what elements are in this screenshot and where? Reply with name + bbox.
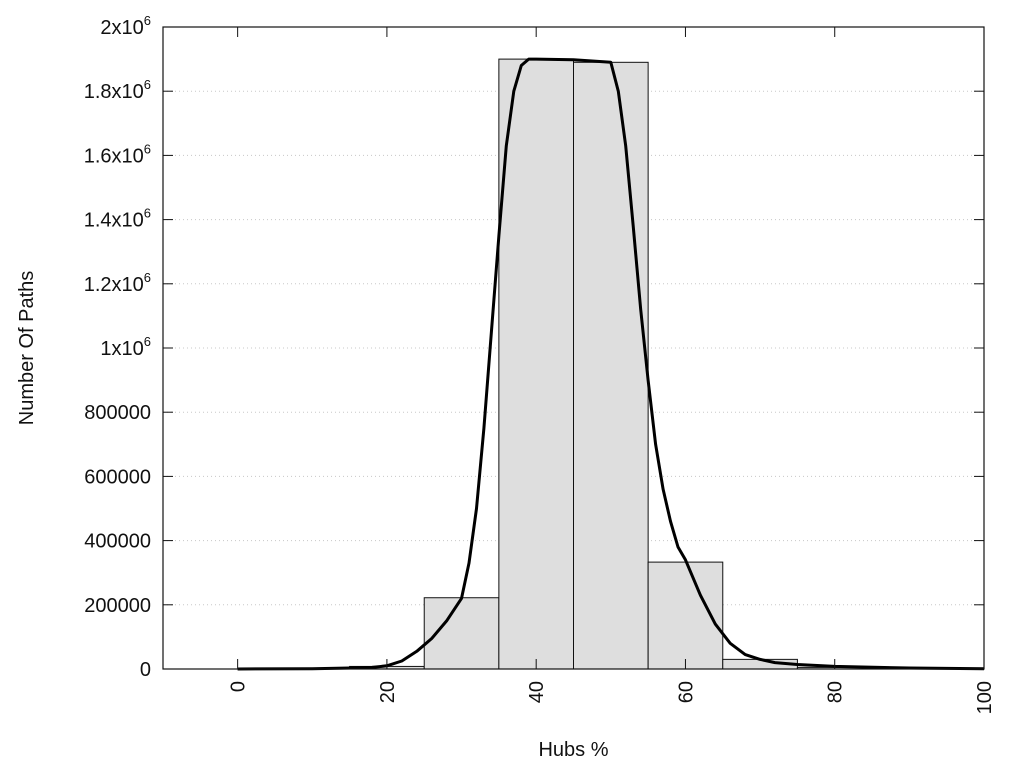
y-tick-label: 1.6x106	[84, 141, 151, 167]
x-tick-label: 100	[974, 681, 996, 714]
y-tick-label: 200000	[84, 595, 151, 617]
x-tick-label: 80	[825, 681, 847, 703]
y-tick-label: 1x106	[100, 334, 151, 360]
histogram-bar	[573, 61, 649, 670]
y-tick-label: 1.8x106	[84, 77, 151, 103]
histogram-bar	[498, 58, 575, 670]
y-tick-label: 2x106	[100, 13, 151, 39]
grid-lines	[163, 90, 984, 606]
axis-ticks	[163, 26, 985, 670]
y-tick-label: 1.2x106	[84, 270, 151, 296]
y-tick-label: 600000	[84, 466, 151, 488]
fit-curve-line	[237, 57, 985, 671]
x-tick-label: 20	[377, 681, 399, 703]
x-tick-label: 0	[228, 681, 250, 692]
histogram-bars	[349, 58, 873, 670]
y-tick-label: 0	[140, 659, 151, 681]
y-tick-labels: 0 200000 400000 600000 800000 1x106 1.2x106 1.4…	[84, 13, 151, 681]
x-axis-label: Hubs %	[538, 739, 608, 761]
x-tick-label: 60	[675, 681, 697, 703]
y-tick-label: 800000	[84, 402, 151, 424]
y-axis-label: Number Of Paths	[16, 271, 38, 426]
y-tick-label: 400000	[84, 531, 151, 553]
y-tick-label: 1.4x106	[84, 206, 151, 232]
x-tick-label: 40	[526, 681, 548, 703]
fit-curve	[237, 57, 985, 671]
x-tick-labels: 0 20 40 60 80 100	[228, 681, 996, 714]
